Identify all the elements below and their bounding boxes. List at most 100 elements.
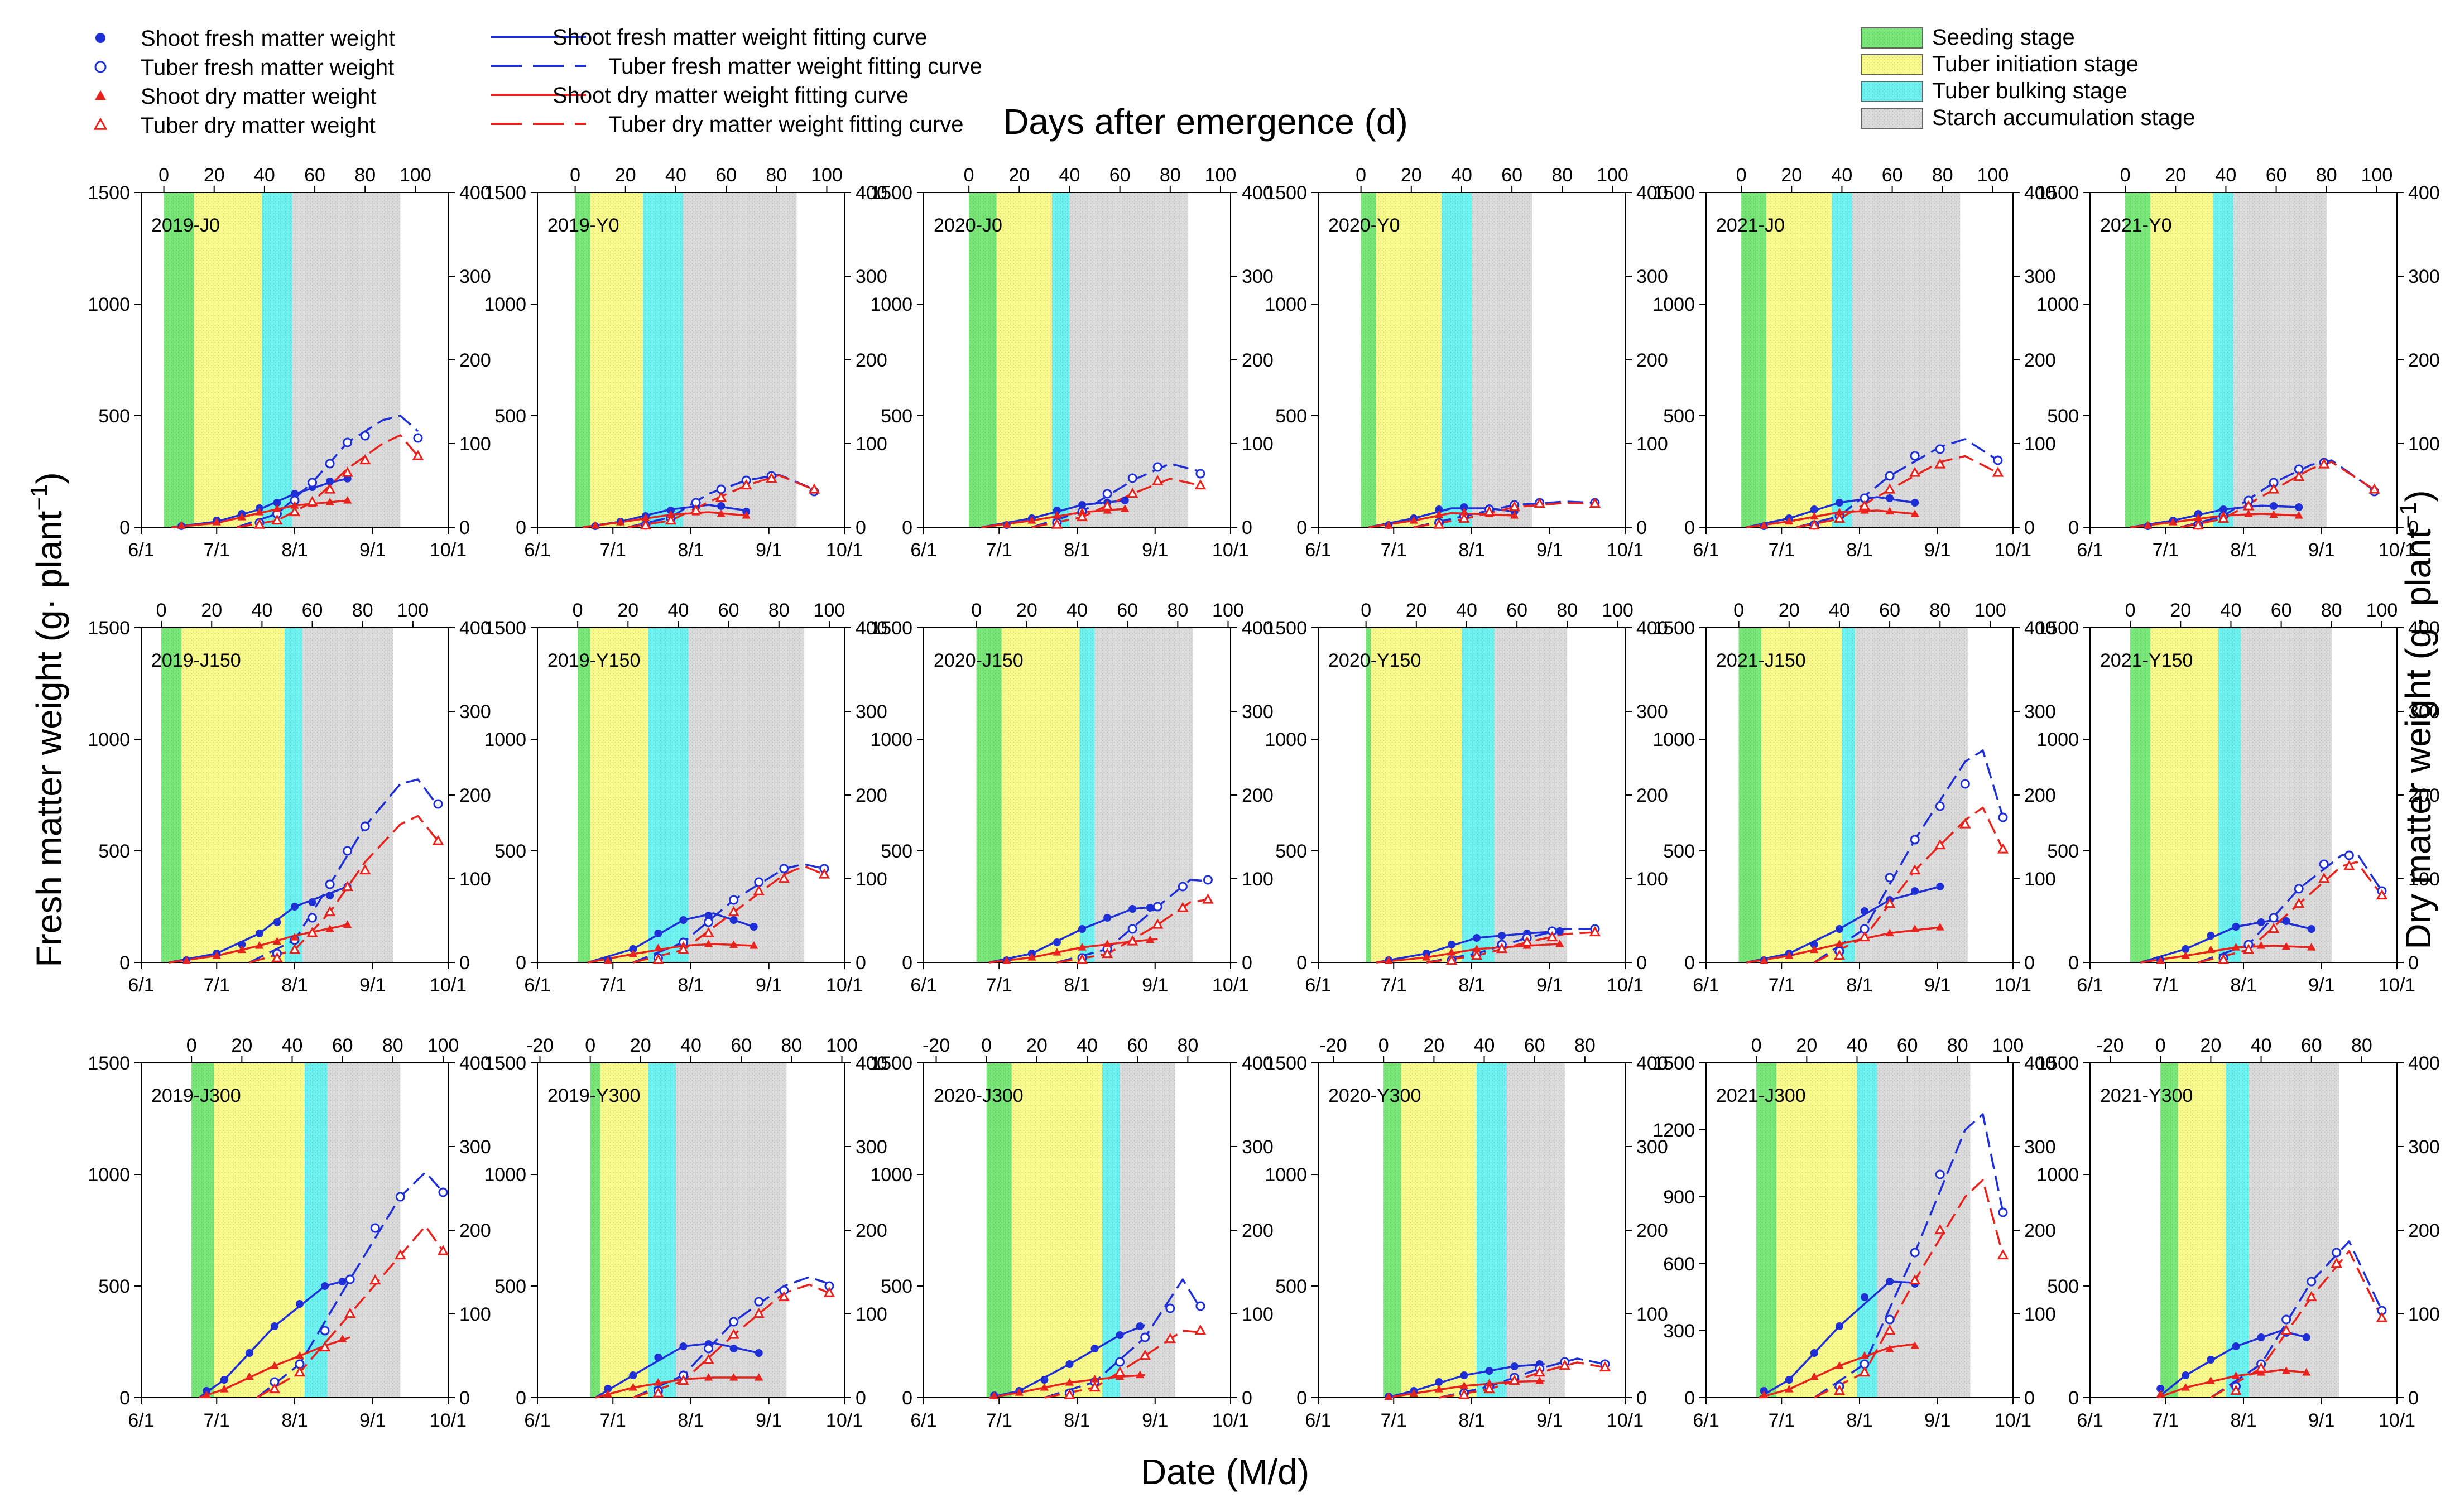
point-shoot-fresh: [1936, 883, 1944, 890]
x-tick-label: 8/1: [281, 975, 308, 996]
point-tuber-dry: [823, 1287, 835, 1297]
point-tuber-dry: [2280, 1324, 2292, 1335]
point-shoot-dry: [1885, 928, 1894, 937]
top-tick-label: 40: [1456, 600, 1477, 621]
stage-band-texture: [2150, 628, 2218, 962]
point-tuber-dry: [319, 1341, 331, 1352]
top-tick-label: 0: [158, 165, 169, 186]
y-tick-label: 1500: [2036, 1053, 2079, 1074]
x-tick-label: 7/1: [600, 975, 626, 996]
y2-tick-label: 400: [1242, 618, 1274, 639]
point-tuber-dry: [2192, 519, 2204, 530]
y2-tick-label: 300: [856, 266, 887, 287]
point-shoot-fresh: [1510, 1362, 1519, 1370]
x-tick-label: 8/1: [678, 975, 704, 996]
point-tuber-dry: [715, 492, 727, 502]
panel-label: 2020-Y150: [1328, 650, 1421, 671]
top-axis-title: Days after emergence (d): [1003, 102, 1408, 142]
x-tick-label: 8/1: [1458, 540, 1484, 561]
top-tick-label: 100: [1977, 165, 2009, 186]
y-tick-label: 1000: [88, 1164, 130, 1186]
panel: 6/1 7/1 8/1 9/1 10/10 20 40 60 80 100050010001500…: [1265, 165, 1668, 561]
point-shoot-fresh: [238, 941, 246, 948]
panel-label: 2021-J300: [1716, 1085, 1806, 1106]
point-shoot-fresh: [308, 898, 316, 906]
y2-tick-label: 0: [1242, 1388, 1252, 1409]
point-shoot-fresh: [1498, 932, 1506, 940]
y2-tick-label: 400: [459, 618, 491, 639]
top-tick-label: 80: [1574, 1035, 1596, 1056]
point-tuber-dry: [344, 1307, 356, 1318]
panel-label: 2019-Y0: [547, 215, 619, 236]
point-shoot-dry: [1409, 516, 1419, 524]
top-tick-label: 20: [1781, 165, 1802, 186]
point-shoot-fresh: [2182, 1371, 2190, 1379]
point-tuber-fresh: [1998, 812, 2008, 822]
x-tick-label: 6/1: [1693, 1410, 1719, 1431]
point-shoot-dry: [641, 513, 650, 522]
point-tuber-dry: [1858, 931, 1871, 942]
point-tuber-dry: [1934, 458, 1946, 469]
stage-band-texture: [675, 1063, 787, 1398]
y2-tick-label: 300: [2024, 1137, 2056, 1158]
point-shoot-fresh: [604, 1385, 612, 1393]
fit-curve-tuber-dry: [1044, 1330, 1201, 1399]
stage-band-texture: [1761, 628, 1842, 962]
y2-tick-label: 200: [856, 350, 887, 371]
point-shoot-dry: [290, 932, 299, 941]
panel: 6/1 7/1 8/1 9/1 10/10 20 40 60 80 100050010001500…: [88, 600, 491, 996]
point-tuber-fresh: [1935, 801, 1945, 811]
stage-band-texture: [1857, 1063, 1877, 1398]
x-tick-label: 8/1: [1458, 1410, 1484, 1431]
x-tick-label: 8/1: [1846, 1410, 1872, 1431]
y-tick-label: 1000: [1265, 1164, 1307, 1186]
top-tick-label: 80: [1551, 165, 1573, 186]
top-tick-label: 60: [1524, 1035, 1545, 1056]
top-tick-label: 100: [811, 165, 843, 186]
point-shoot-dry: [1555, 939, 1564, 947]
top-tick-label: 100: [1602, 600, 1634, 621]
y-tick-label: 0: [1296, 952, 1307, 974]
point-shoot-fresh: [654, 1354, 662, 1361]
stage-band-texture: [214, 1063, 305, 1398]
point-shoot-fresh: [1435, 1378, 1443, 1386]
y2-tick-label: 100: [2024, 434, 2056, 455]
point-shoot-fresh: [629, 1371, 637, 1379]
legend-marker: [95, 90, 106, 100]
y-tick-label: 1500: [2036, 182, 2079, 204]
point-tuber-dry: [1833, 1384, 1846, 1395]
x-tick-label: 7/1: [1769, 1410, 1795, 1431]
point-shoot-fresh: [1911, 499, 1919, 507]
point-tuber-dry: [2331, 1257, 2343, 1268]
y2-tick-label: 300: [856, 701, 887, 723]
point-shoot-fresh: [1810, 941, 1818, 948]
top-tick-label: 40: [1847, 1035, 1868, 1056]
point-tuber-fresh: [343, 846, 353, 856]
y2-tick-label: 0: [459, 952, 470, 974]
point-tuber-dry: [1051, 518, 1063, 529]
fit-curve-tuber-fresh: [1813, 749, 2004, 964]
y-tick-label: 500: [2047, 406, 2079, 427]
point-shoot-dry: [255, 507, 264, 516]
x-tick-label: 7/1: [2153, 540, 2179, 561]
point-tuber-dry: [1546, 931, 1558, 942]
y2-tick-label: 300: [1636, 266, 1668, 287]
x-tick-label: 9/1: [756, 975, 782, 996]
point-shoot-dry: [1027, 516, 1036, 524]
point-shoot-dry: [1002, 956, 1011, 964]
legend-label: Shoot fresh matter weight: [141, 26, 395, 51]
point-shoot-dry: [272, 504, 282, 512]
stage-band-texture: [1741, 192, 1767, 527]
y2-tick-label: 0: [2408, 1388, 2419, 1409]
x-tick-label: 9/1: [2308, 975, 2334, 996]
point-tuber-fresh: [1140, 1332, 1150, 1342]
point-tuber-dry: [1076, 511, 1088, 522]
y2-tick-label: 100: [2408, 869, 2440, 890]
legend-label: Starch accumulation stage: [1932, 105, 2195, 130]
point-shoot-fresh: [245, 1349, 253, 1357]
x-tick-label: 6/1: [1305, 540, 1331, 561]
y2-tick-label: 100: [2024, 1304, 2056, 1325]
legend-series: Shoot fresh matter weight Tuber fresh mat…: [93, 26, 395, 138]
point-tuber-dry: [268, 1383, 281, 1394]
point-tuber-dry: [2255, 1362, 2267, 1373]
